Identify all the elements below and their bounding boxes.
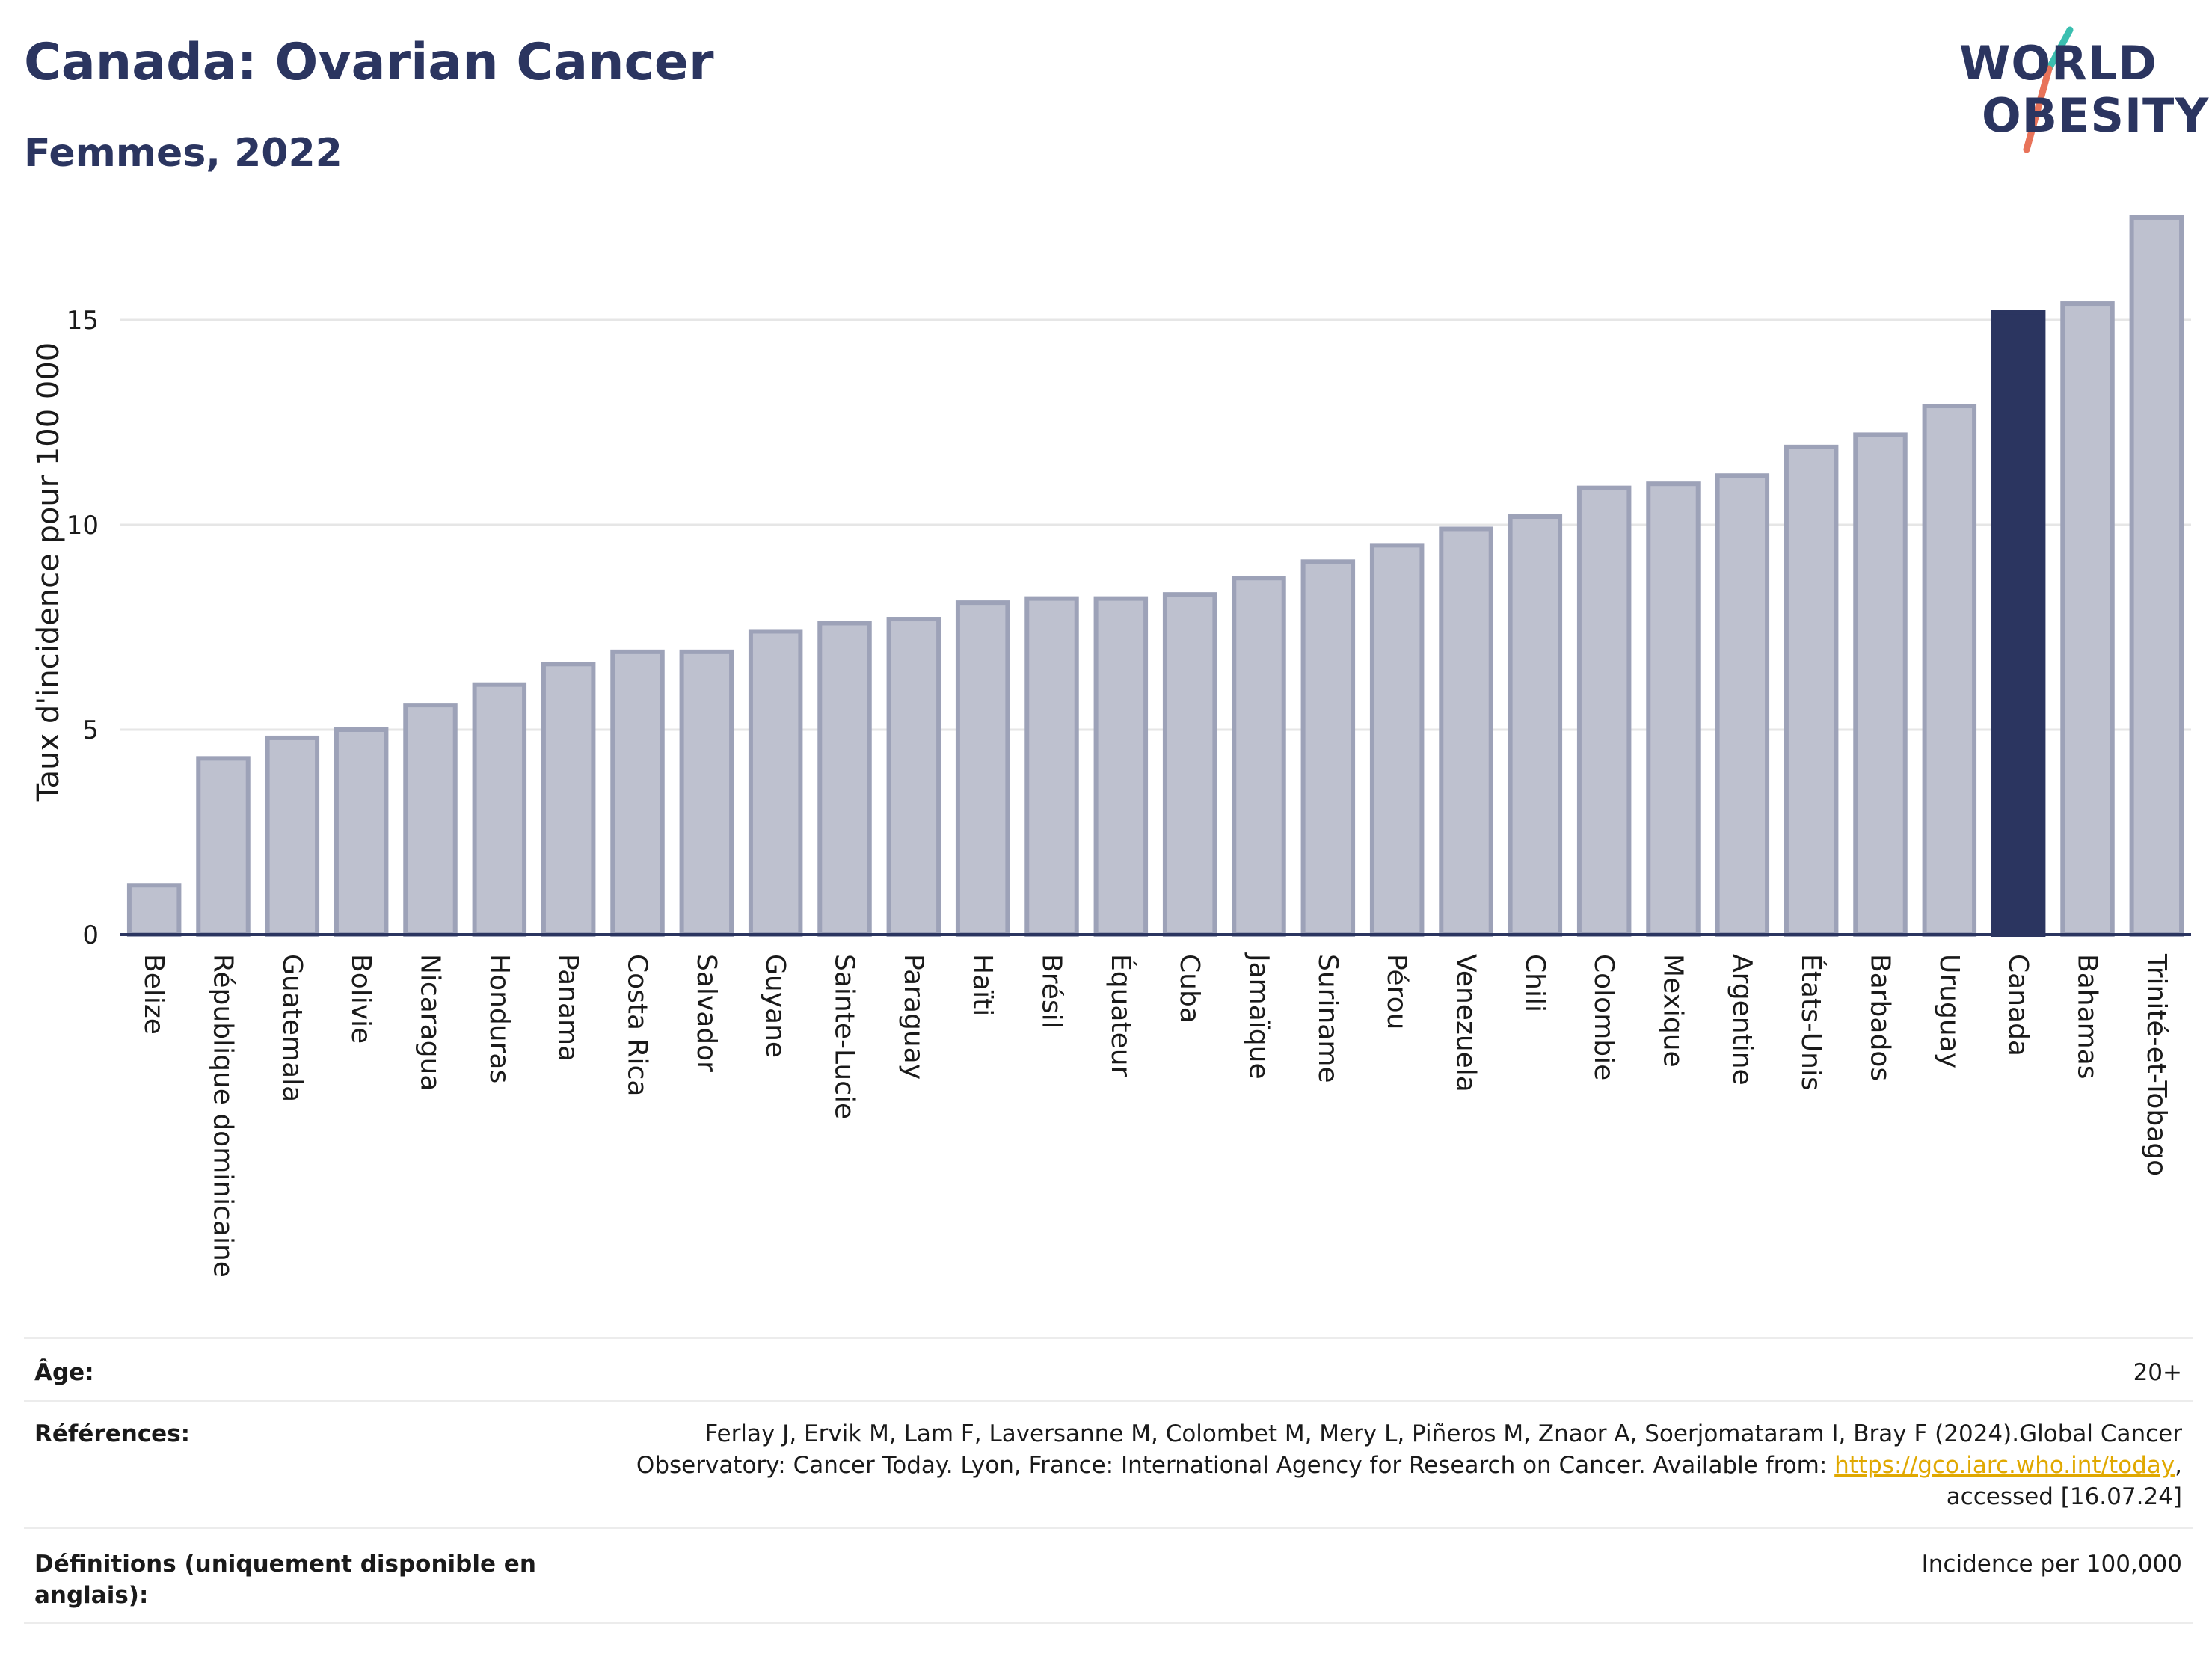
bar-3 bbox=[334, 727, 389, 937]
bar-2 bbox=[265, 735, 320, 937]
y-tick-label: 5 bbox=[82, 715, 99, 745]
bar-27 bbox=[1991, 310, 2046, 937]
bar-20 bbox=[1508, 514, 1563, 937]
bar-26 bbox=[1922, 404, 1977, 937]
y-tick-label: 10 bbox=[67, 511, 99, 541]
x-tick-label: Trinité-et-Tobago bbox=[2141, 953, 2172, 1176]
logo-slash-icon bbox=[2023, 26, 2074, 153]
x-tick-label: Honduras bbox=[484, 954, 514, 1083]
references-line-2: Observatory: Cancer Today. Lyon, France:… bbox=[636, 1450, 2182, 1481]
references-line-1: Ferlay J, Ervik M, Lam F, Laversanne M, … bbox=[704, 1420, 2182, 1447]
bar-19 bbox=[1439, 526, 1493, 937]
x-tick-label: Brésil bbox=[1036, 954, 1067, 1029]
x-tick-label: Sainte-Lucie bbox=[829, 954, 860, 1119]
definitions-label: Définitions (uniquement disponible en an… bbox=[34, 1551, 536, 1609]
x-tick-label: Panama bbox=[553, 954, 583, 1062]
x-tick-label: Cuba bbox=[1174, 954, 1205, 1024]
x-tick-label: Pérou bbox=[1381, 954, 1412, 1029]
y-tick-label: 0 bbox=[82, 920, 99, 950]
x-tick-label: Salvador bbox=[691, 954, 722, 1072]
references-line-2-text: Observatory: Cancer Today. Lyon, France:… bbox=[636, 1452, 1835, 1479]
bar-18 bbox=[1369, 543, 1425, 937]
references-link[interactable]: https://gco.iarc.who.int/today bbox=[1834, 1452, 2175, 1479]
info-row-references: Références: Ferlay J, Ervik M, Lam F, La… bbox=[24, 1400, 2193, 1529]
bar-0 bbox=[126, 883, 182, 938]
bar-13 bbox=[1024, 596, 1079, 937]
bar-10 bbox=[817, 621, 872, 937]
info-row-definitions: Définitions (uniquement disponible en an… bbox=[24, 1527, 2193, 1624]
x-tick-label: Bolivie bbox=[345, 954, 376, 1044]
bar-24 bbox=[1784, 444, 1839, 938]
info-row-age: Âge: 20+ bbox=[24, 1337, 2193, 1402]
bar-22 bbox=[1646, 481, 1701, 937]
x-tick-label: Jamaïque bbox=[1244, 952, 1274, 1080]
x-tick-label: Équateur bbox=[1105, 954, 1137, 1077]
logo-text-obesity: OBESITY bbox=[1982, 88, 2210, 143]
x-tick-label: Canada bbox=[2003, 954, 2033, 1056]
bar-28 bbox=[2060, 301, 2115, 937]
bar-29 bbox=[2129, 215, 2184, 938]
x-tick-label: Haïti bbox=[967, 954, 998, 1016]
definitions-value: Incidence per 100,000 bbox=[1921, 1551, 2182, 1577]
y-axis-label: Taux d'incidence pour 100 000 bbox=[31, 342, 66, 802]
x-tick-label: Venezuela bbox=[1451, 954, 1481, 1092]
bar-9 bbox=[748, 629, 803, 937]
bar-15 bbox=[1162, 592, 1217, 937]
bar-21 bbox=[1576, 485, 1632, 937]
age-label: Âge: bbox=[34, 1359, 94, 1386]
x-tick-label: République dominicaine bbox=[208, 954, 239, 1278]
age-value: 20+ bbox=[2133, 1359, 2182, 1386]
bar-23 bbox=[1715, 473, 1770, 938]
x-tick-label: Colombie bbox=[1588, 954, 1619, 1080]
bar-8 bbox=[679, 649, 734, 937]
bar-16 bbox=[1232, 576, 1286, 937]
bar-11 bbox=[886, 617, 941, 937]
references-label: Références: bbox=[34, 1420, 191, 1447]
bar-17 bbox=[1300, 559, 1356, 937]
bar-6 bbox=[541, 662, 596, 938]
x-tick-label: Bahamas bbox=[2072, 954, 2103, 1080]
bar-14 bbox=[1093, 596, 1149, 937]
logo-text-world: WORLD bbox=[1959, 36, 2157, 90]
x-tick-label: Guyane bbox=[760, 954, 790, 1058]
x-tick-label: Guatemala bbox=[277, 954, 307, 1102]
bar-25 bbox=[1853, 432, 1908, 937]
bar-1 bbox=[196, 756, 251, 937]
x-tick-label: Chili bbox=[1520, 954, 1550, 1012]
x-tick-label: Costa Rica bbox=[622, 954, 653, 1096]
bar-5 bbox=[472, 682, 527, 938]
x-tick-label: Barbados bbox=[1865, 954, 1896, 1081]
x-tick-label: Belize bbox=[138, 954, 169, 1035]
y-tick-label: 15 bbox=[67, 306, 99, 336]
x-tick-label: Paraguay bbox=[898, 954, 929, 1080]
references-value: Ferlay J, Ervik M, Lam F, Laversanne M, … bbox=[636, 1418, 2182, 1512]
bar-4 bbox=[403, 703, 458, 938]
bar-7 bbox=[610, 649, 665, 937]
references-line-2-end: , bbox=[2175, 1452, 2182, 1479]
bar-12 bbox=[955, 600, 1010, 937]
page-subtitle: Femmes, 2022 bbox=[24, 131, 342, 176]
x-tick-label: Uruguay bbox=[1934, 954, 1964, 1068]
x-tick-label: Suriname bbox=[1312, 954, 1343, 1083]
x-tick-label: Argentine bbox=[1727, 954, 1757, 1086]
x-tick-label: Nicaragua bbox=[415, 954, 446, 1091]
x-tick-label: Mexique bbox=[1658, 954, 1689, 1068]
references-line-3: accessed [16.07.24] bbox=[1946, 1483, 2182, 1510]
page-title: Canada: Ovarian Cancer bbox=[24, 33, 714, 92]
world-obesity-logo: WORLD OBESITY bbox=[1952, 22, 2210, 157]
x-tick-label: États-Unis bbox=[1795, 954, 1827, 1091]
